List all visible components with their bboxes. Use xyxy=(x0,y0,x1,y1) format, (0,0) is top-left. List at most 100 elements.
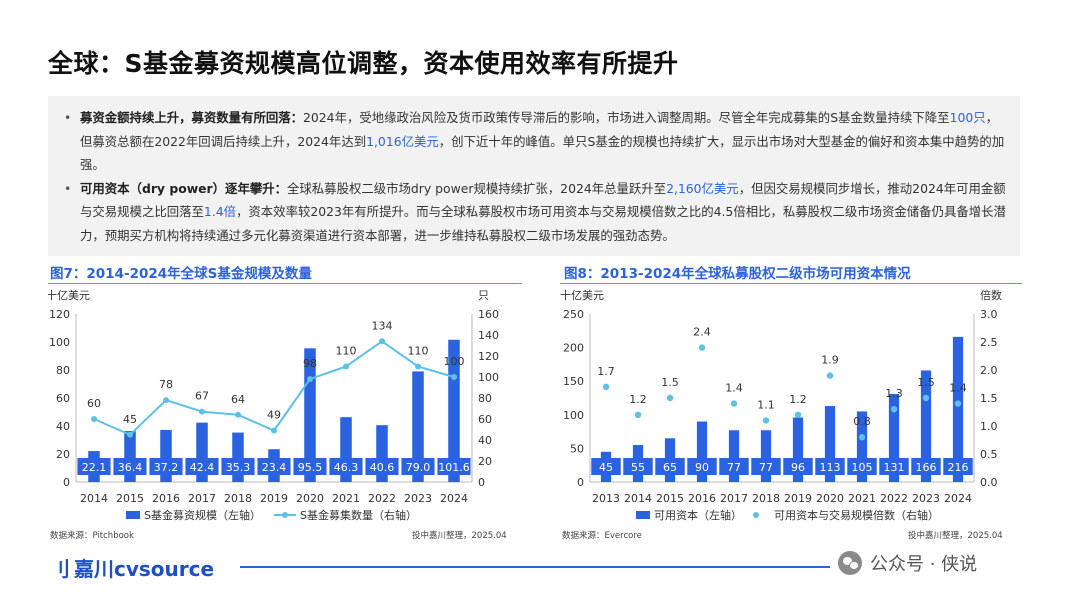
series-point xyxy=(235,411,241,418)
bar-label-box xyxy=(113,458,147,475)
bar-value-label: 77 xyxy=(727,461,741,474)
x-tick-label: 2024 xyxy=(440,492,468,505)
right-tick-label: 1.0 xyxy=(980,420,998,433)
bar-value-label: 23.4 xyxy=(262,461,287,474)
bar-label-box xyxy=(365,458,399,475)
x-tick-label: 2020 xyxy=(296,492,324,505)
bar-label-box xyxy=(687,458,717,475)
legend-bar-label: S基金募资规模（左轴） xyxy=(144,508,261,522)
point-value-label: 98 xyxy=(303,357,317,370)
legend-series-label: S基金募集数量（右轴） xyxy=(300,508,417,522)
summary-text: ，创下近十年的峰值。单只S基金的规模也持续扩大，显示出市场对大型基金的偏好和资本… xyxy=(80,133,1005,173)
bar-value-label: 46.3 xyxy=(334,461,359,474)
left-tick-label: 100 xyxy=(563,409,584,422)
bar-label-box xyxy=(847,458,877,475)
bar xyxy=(952,336,964,482)
bar-label-box xyxy=(221,458,255,475)
right-tick-label: 140 xyxy=(478,329,499,342)
bar-label-box xyxy=(591,458,621,475)
x-tick-label: 2023 xyxy=(912,492,940,505)
bar xyxy=(124,431,136,482)
right-tick-label: 0 xyxy=(478,476,485,489)
point-value-label: 1.4 xyxy=(725,382,743,395)
summary-box: • 募资金额持续上升，募资数量有所回落：2024年，受地缘政治风险及货币政策传导… xyxy=(48,96,1020,256)
chart-2-source: 数据来源：Evercore xyxy=(562,531,642,541)
bar-value-label: 55 xyxy=(631,461,645,474)
right-tick-label: 2.5 xyxy=(980,336,998,349)
point-value-label: 1.2 xyxy=(629,393,647,406)
x-tick-label: 2024 xyxy=(944,492,972,505)
bar-label-box xyxy=(943,458,973,475)
bullet-icon: • xyxy=(64,110,72,125)
x-tick-label: 2018 xyxy=(224,492,252,505)
footer-divider xyxy=(240,566,830,568)
bar xyxy=(760,430,772,482)
bar-value-label: 45 xyxy=(599,461,613,474)
x-tick-label: 2013 xyxy=(592,492,620,505)
legend-line-marker xyxy=(282,512,288,518)
x-tick-label: 2015 xyxy=(656,492,684,505)
bar xyxy=(412,371,424,482)
bar-value-label: 35.3 xyxy=(226,461,251,474)
right-tick-label: 40 xyxy=(478,434,492,447)
x-tick-label: 2020 xyxy=(816,492,844,505)
x-tick-label: 2019 xyxy=(784,492,812,505)
legend-series-label: 可用资本与交易规模倍数（右轴） xyxy=(774,508,939,522)
series-point xyxy=(127,431,133,438)
logo-text: 嘉川cvsource xyxy=(74,557,215,581)
bar xyxy=(196,422,208,482)
right-tick-label: 120 xyxy=(478,350,499,363)
left-tick-label: 120 xyxy=(49,308,70,321)
series-point xyxy=(858,434,866,441)
bar-value-label: 216 xyxy=(948,461,969,474)
right-tick-label: 100 xyxy=(478,371,499,384)
bar-label-box xyxy=(911,458,941,475)
chart-1-divider xyxy=(48,283,522,284)
series-point xyxy=(163,397,169,404)
point-value-label: 134 xyxy=(372,319,393,332)
bar-label-box xyxy=(783,458,813,475)
bar-value-label: 77 xyxy=(759,461,773,474)
left-axis-unit: 十亿美元 xyxy=(48,288,90,302)
bar-label-box xyxy=(77,458,111,475)
series-point xyxy=(271,427,277,434)
series-point xyxy=(307,376,313,383)
point-value-label: 100 xyxy=(444,355,465,368)
chart-2-title: 图8：2013-2024年全球私募股权二级市场可用资本情况 xyxy=(564,266,911,282)
right-tick-label: 60 xyxy=(478,413,492,426)
bar-label-box xyxy=(623,458,653,475)
brand-logo: 刂嘉川cvsource xyxy=(50,553,214,582)
x-tick-label: 2016 xyxy=(152,492,180,505)
series-point xyxy=(634,411,642,418)
bar-label-box xyxy=(879,458,909,475)
series-point xyxy=(698,344,706,351)
legend-dot-swatch xyxy=(753,512,759,518)
summary-text: 全球私募股权二级市场dry power规模持续扩张，2024年总量跃升至 xyxy=(287,180,667,196)
bar-value-label: 65 xyxy=(663,461,677,474)
bar-value-label: 166 xyxy=(916,461,937,474)
chart-2-divider xyxy=(560,283,1022,284)
left-tick-label: 40 xyxy=(56,420,70,433)
series-point xyxy=(794,411,802,418)
summary-bullet-2: • 可用资本（dry power）逐年攀升：全球私募股权二级市场dry powe… xyxy=(60,177,1006,248)
left-tick-label: 80 xyxy=(56,364,70,377)
right-axis-unit: 倍数 xyxy=(980,288,1002,302)
point-value-label: 49 xyxy=(267,409,281,422)
left-tick-label: 150 xyxy=(563,375,584,388)
right-tick-label: 1.5 xyxy=(980,392,998,405)
x-tick-label: 2017 xyxy=(720,492,748,505)
point-value-label: 1.7 xyxy=(597,365,615,378)
point-value-label: 2.4 xyxy=(693,326,711,339)
bar-value-label: 36.4 xyxy=(118,461,143,474)
bar xyxy=(792,417,804,482)
summary-text: ，但因交易规模同步增长，推动2024年可用金额与交易规模之比回落至 xyxy=(80,180,1006,220)
right-axis-unit: 只 xyxy=(478,289,489,302)
bar-value-label: 37.2 xyxy=(154,461,179,474)
right-tick-label: 3.0 xyxy=(980,308,998,321)
x-tick-label: 2021 xyxy=(332,492,360,505)
x-tick-label: 2022 xyxy=(880,492,908,505)
right-tick-label: 2.0 xyxy=(980,364,998,377)
bar-value-label: 131 xyxy=(884,461,905,474)
bar xyxy=(920,370,932,482)
chart-2-note: 投中嘉川整理，2025.04 xyxy=(908,531,1003,541)
